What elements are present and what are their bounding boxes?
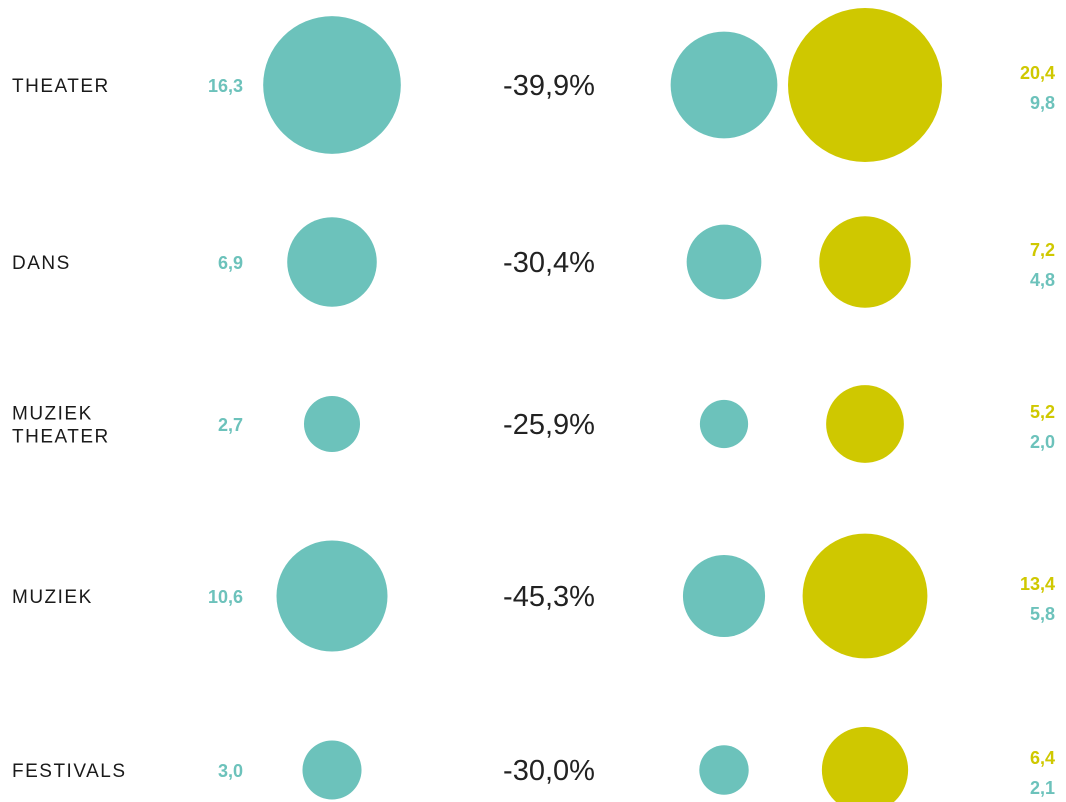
value-label-series-3: 20,4 <box>1020 63 1055 83</box>
value-label-series-3: 13,4 <box>1020 574 1055 594</box>
bubble-series-2 <box>682 554 766 638</box>
value-label-series-1: 2,7 <box>218 415 243 435</box>
value-label-series-3: 6,4 <box>1030 748 1055 768</box>
category-label-line: FESTIVALS <box>12 761 127 782</box>
bubble-series-3 <box>819 216 911 308</box>
bubble-series-2 <box>699 399 749 449</box>
category-label-line: THEATER <box>12 76 110 97</box>
value-label-series-1: 3,0 <box>218 761 243 781</box>
change-label: -45,3% <box>503 581 595 613</box>
value-label-series-3: 5,2 <box>1030 402 1055 422</box>
category-label: MUZIEK THEATER <box>12 404 110 448</box>
change-label: -39,9% <box>503 70 595 102</box>
bubble-series-3 <box>788 8 942 162</box>
change-label: -30,4% <box>503 247 595 279</box>
value-label-series-2: 2,0 <box>1030 432 1055 452</box>
value-label-series-1: 16,3 <box>208 76 243 96</box>
value-label-series-2: 2,1 <box>1030 778 1055 798</box>
category-label: DANS <box>12 253 71 274</box>
bubble-series-2 <box>686 224 762 300</box>
bubble-series-2 <box>670 31 778 139</box>
bubble-series-1 <box>302 740 362 800</box>
value-label-series-1: 10,6 <box>208 587 243 607</box>
bubble-series-1 <box>263 16 401 154</box>
change-label: -30,0% <box>503 755 595 787</box>
category-label-line: DANS <box>12 253 71 274</box>
value-label-series-2: 4,8 <box>1030 270 1055 290</box>
bubble-series-2 <box>699 745 749 795</box>
category-label-line: MUZIEK <box>12 404 93 425</box>
category-label-line: THEATER <box>12 427 110 448</box>
change-label: -25,9% <box>503 409 595 441</box>
value-label-series-2: 5,8 <box>1030 604 1055 624</box>
category-label: FESTIVALS <box>12 761 127 782</box>
category-label: THEATER <box>12 76 110 97</box>
value-label-series-1: 6,9 <box>218 253 243 273</box>
category-label: MUZIEK <box>12 587 93 608</box>
bubble-series-3 <box>826 385 904 463</box>
bubble-series-1 <box>276 540 388 652</box>
value-label-series-3: 7,2 <box>1030 240 1055 260</box>
category-label-line: MUZIEK <box>12 587 93 608</box>
bubble-series-1 <box>303 395 361 453</box>
bubble-series-1 <box>287 217 377 307</box>
value-label-series-2: 9,8 <box>1030 93 1055 113</box>
bubble-series-3 <box>802 533 928 659</box>
bubble-series-3 <box>821 726 909 802</box>
